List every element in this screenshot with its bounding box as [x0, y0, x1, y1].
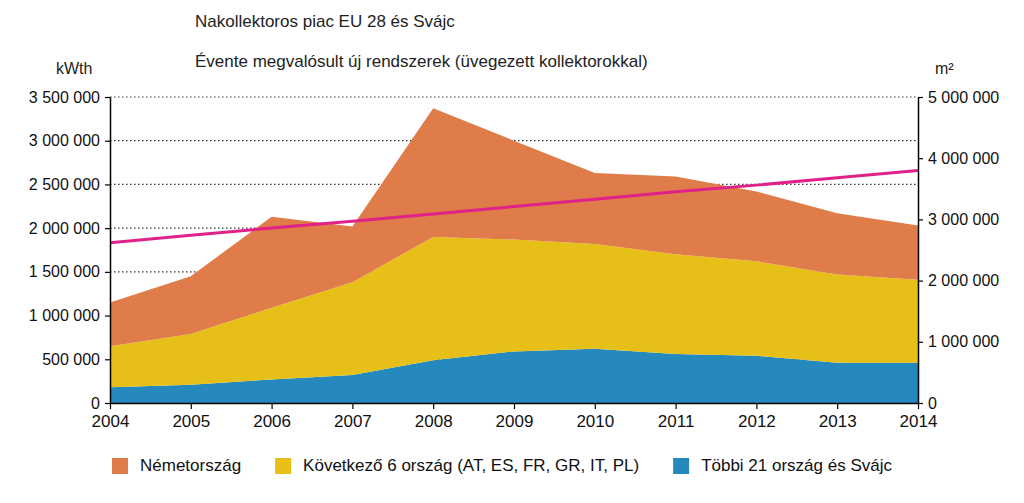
x-axis: 2004 2005 2006 2007 2008 2009 2010 2011 2012 2013… [92, 403, 938, 431]
tick: 2005 [172, 403, 210, 431]
trend-line [110, 170, 918, 242]
tick: 1 000 000 [29, 307, 110, 324]
tick-label: 2004 [92, 412, 130, 431]
tick: 2007 [334, 403, 372, 431]
tick: 5 000 000 [918, 89, 999, 106]
title: Nakollektoros piac EU 28 és Svájc [195, 12, 455, 31]
tick: 2006 [253, 403, 291, 431]
legend-swatch [275, 458, 291, 474]
tick-label: 2014 [900, 412, 938, 431]
tick: 3 500 000 [29, 89, 110, 106]
tick-mark [191, 403, 192, 409]
tick-mark [756, 403, 757, 409]
tick-label: 1 000 000 [928, 333, 999, 350]
tick-mark [105, 184, 110, 185]
tick: 2 000 000 [918, 272, 999, 289]
legend-label: Németország [140, 456, 241, 475]
tick-label: 0 [91, 395, 100, 412]
plot-area [110, 108, 918, 403]
axis-line [110, 98, 112, 404]
tick-label: 2006 [253, 412, 291, 431]
tick: 2011 [658, 403, 695, 431]
tick-label: 2011 [658, 412, 695, 431]
tick-label: 2012 [738, 412, 776, 431]
tick-mark [110, 403, 111, 409]
tick-label: 2007 [334, 412, 372, 431]
tick: 3 000 000 [918, 211, 999, 228]
tick: 500 000 [42, 351, 110, 368]
tick-mark [918, 281, 923, 282]
tick-label: 500 000 [42, 351, 100, 368]
tick: 4 000 000 [918, 150, 999, 167]
tick: 2008 [415, 403, 453, 431]
axis-line [918, 98, 920, 404]
legend-label: Többi 21 ország és Svájc [701, 456, 892, 475]
tick-mark [272, 403, 273, 409]
tick-label: 3 000 000 [928, 211, 999, 228]
tick-mark [675, 403, 676, 409]
tick-mark [105, 359, 110, 360]
tick: 0 [918, 395, 937, 412]
y2-axis-title: m² [935, 60, 954, 77]
tick-mark [918, 97, 923, 98]
y2-axis: 0 1 000 000 2 000 000 3 000 000 4 000 000 5 0… [918, 89, 999, 412]
tick: 3 000 000 [29, 132, 110, 149]
tick: 2 000 000 [29, 220, 110, 237]
tick: 2013 [819, 403, 857, 431]
tick: 2009 [496, 403, 534, 431]
tick-mark [918, 342, 923, 343]
legend-label: Következő 6 ország (AT, ES, FR, GR, IT, … [303, 456, 639, 475]
tick-mark [105, 403, 110, 404]
tick-mark [352, 403, 353, 409]
tick-label: 3 500 000 [29, 89, 100, 106]
tick-mark [918, 219, 923, 220]
tick-label: 3 000 000 [29, 132, 100, 149]
tick-label: 2 500 000 [29, 176, 100, 193]
tick-mark [105, 141, 110, 142]
tick-label: 1 000 000 [29, 307, 100, 324]
tick-label: 1 500 000 [29, 263, 100, 280]
tick-mark [837, 403, 838, 409]
tick-label: 2010 [576, 412, 614, 431]
tick-label: 2013 [819, 412, 857, 431]
legend: Németország Következő 6 ország (AT, ES, F… [112, 456, 893, 475]
tick-label: 0 [928, 395, 937, 412]
tick-mark [595, 403, 596, 409]
tick: 1 000 000 [918, 333, 999, 350]
tick-label: 2 000 000 [928, 272, 999, 289]
tick-mark [918, 158, 923, 159]
chart: Nakollektoros piac EU 28 és Svájc Évente … [0, 0, 1024, 503]
tick-mark [105, 228, 110, 229]
y-axis-title: kWth [56, 60, 92, 77]
tick-label: 2009 [496, 412, 534, 431]
legend-swatch [673, 458, 689, 474]
tick-label: 4 000 000 [928, 150, 999, 167]
tick-label: 2008 [415, 412, 453, 431]
grid-line [110, 96, 918, 97]
area [110, 108, 918, 346]
tick: 2 500 000 [29, 176, 110, 193]
tick-mark [514, 403, 515, 409]
tick-mark [918, 403, 923, 404]
tick-label: 2005 [172, 412, 210, 431]
subtitle: Évente megvalósult új rendszerek (üvegez… [195, 52, 648, 71]
tick: 2012 [738, 403, 776, 431]
legend-swatch [112, 458, 128, 474]
tick: 0 [91, 395, 110, 412]
tick-mark [433, 403, 434, 409]
tick: 2010 [576, 403, 614, 431]
tick-mark [105, 315, 110, 316]
tick-label: 2 000 000 [29, 220, 100, 237]
tick: 1 500 000 [29, 263, 110, 280]
y-axis: 0 500 000 1 000 000 1 500 000 2 000 000 2 500… [29, 89, 111, 412]
tick-mark [105, 97, 110, 98]
tick-label: 5 000 000 [928, 89, 999, 106]
tick-mark [105, 272, 110, 273]
